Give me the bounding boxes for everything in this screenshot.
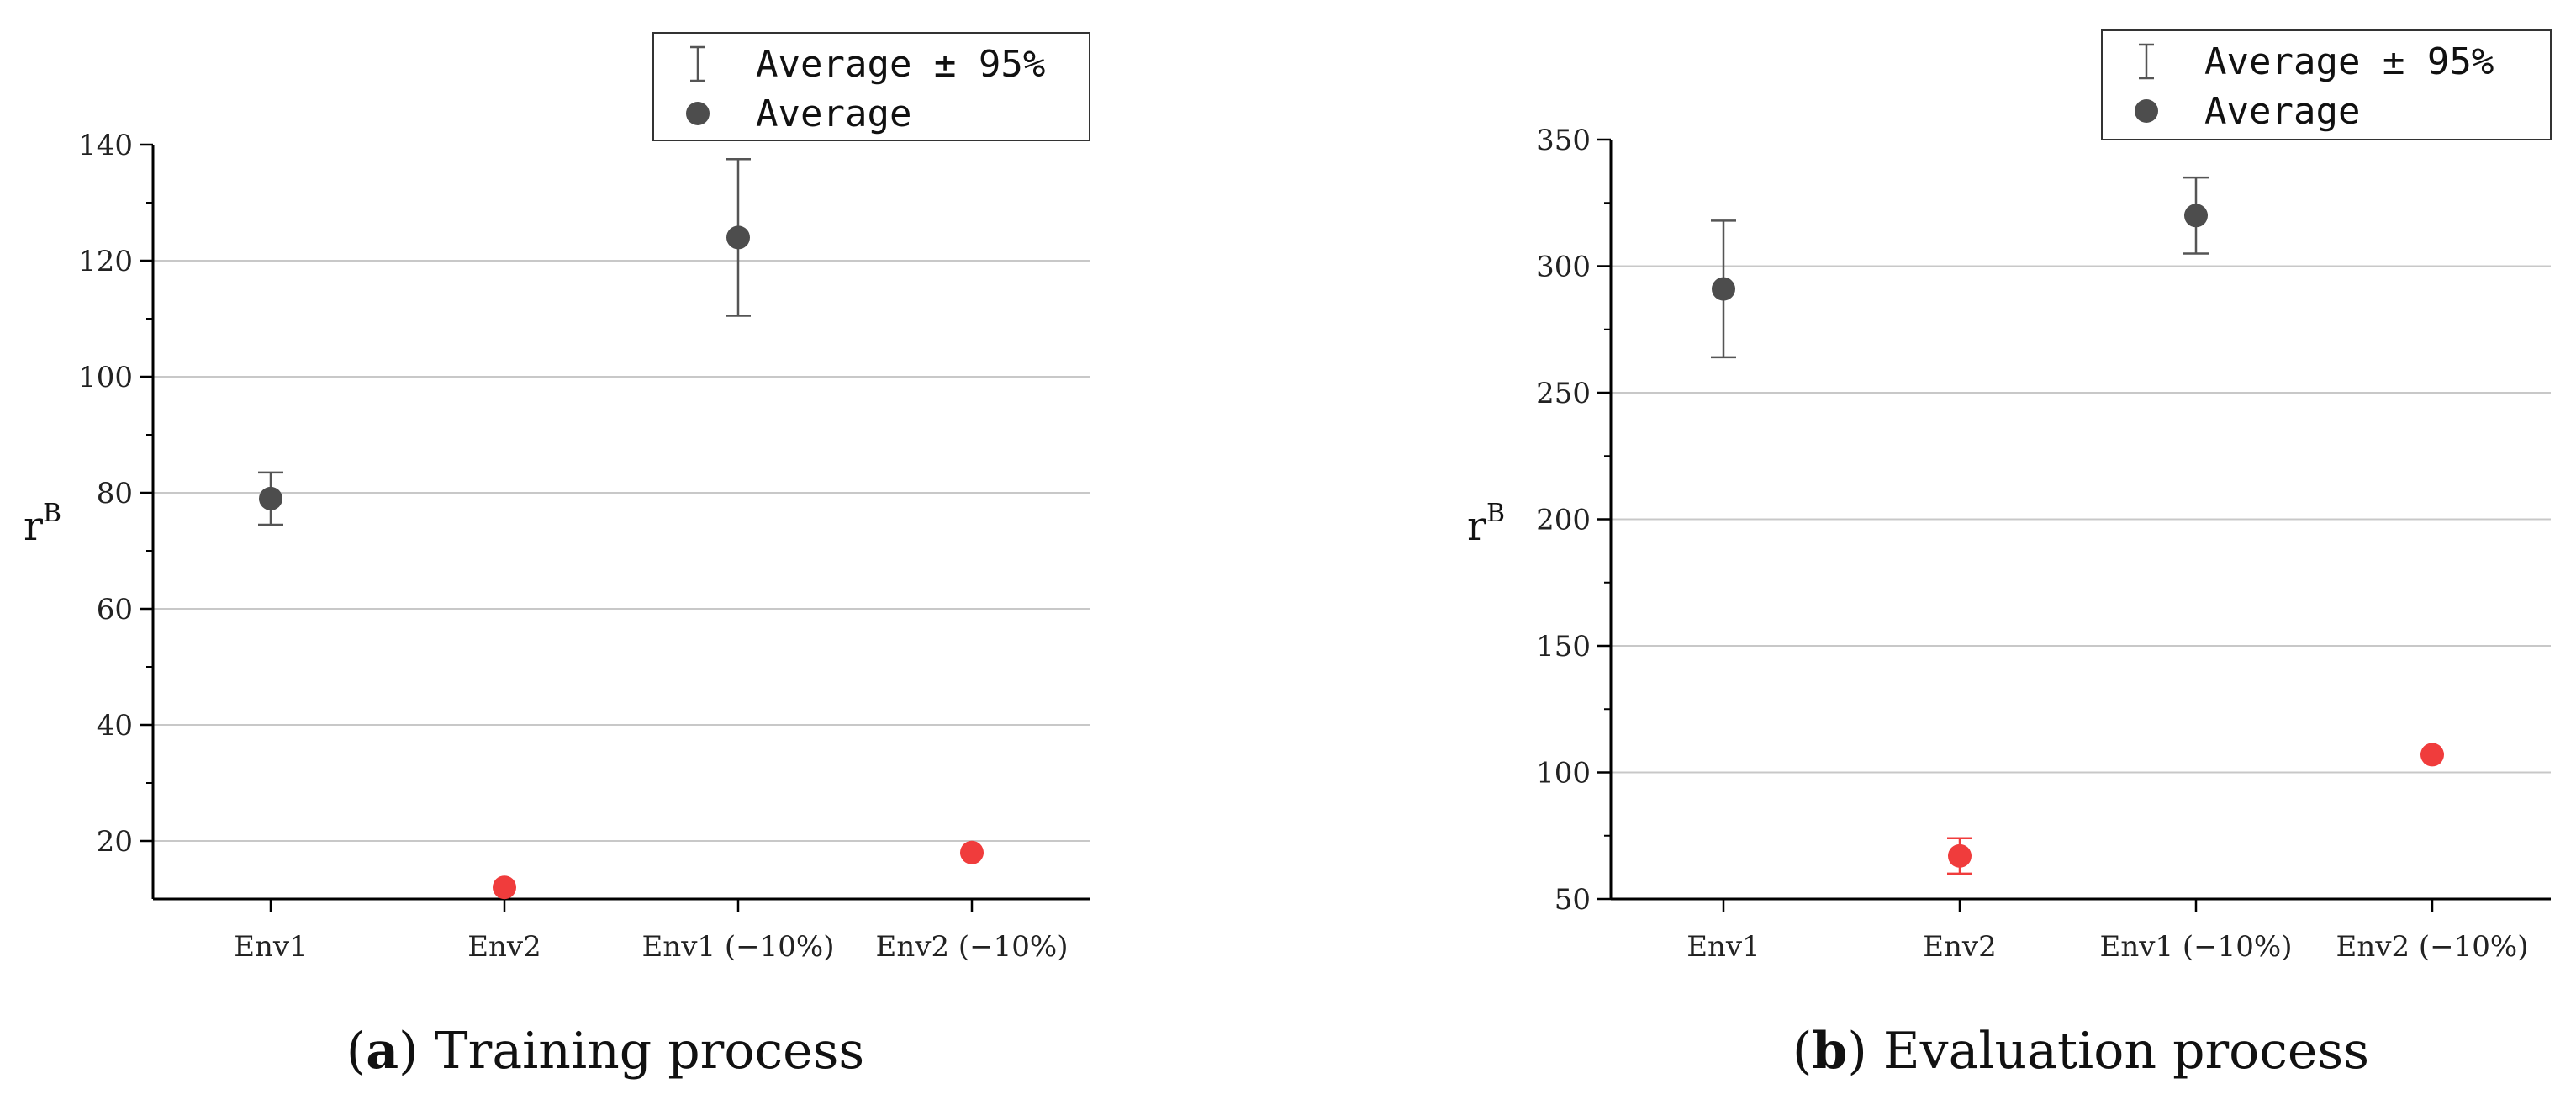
errorbar-icon xyxy=(2139,43,2154,80)
y-tick-label: 60 xyxy=(97,593,133,627)
chart-panel-a: 20 40 60 80 100 120 140 Env1 Env2 Env1 (−10%) Env2… xyxy=(24,32,1090,1081)
caption-open-paren: ( xyxy=(346,1022,366,1081)
x-tick-label: Env1 xyxy=(234,930,308,964)
y-axis-label: rB xyxy=(24,499,61,550)
data-point-b-4 xyxy=(2420,743,2444,767)
caption-close-paren: ) xyxy=(399,1022,418,1081)
y-tick-label: 40 xyxy=(97,709,133,743)
data-point-a-4 xyxy=(960,840,984,864)
y-tick-label: 100 xyxy=(1536,757,1591,790)
y-tick-label: 50 xyxy=(1555,883,1591,917)
legend: Average ± 95% Average xyxy=(2101,29,2552,140)
errorbar-icon xyxy=(690,45,705,82)
x-tick-label: Env1 (−10%) xyxy=(2100,930,2293,964)
y-axis-label-main: r xyxy=(24,503,43,550)
caption-text: Evaluation process xyxy=(1867,1022,2369,1081)
y-tick-label: 20 xyxy=(97,825,133,859)
panel-caption: (a) Training process xyxy=(346,1022,864,1081)
caption-open-paren: ( xyxy=(1792,1022,1812,1081)
y-tick-label: 250 xyxy=(1536,377,1591,410)
y-tick-label: 200 xyxy=(1536,504,1591,537)
legend-box xyxy=(2101,29,2552,140)
y-tick-label: 120 xyxy=(78,245,133,278)
x-tick-label: Env1 xyxy=(1687,930,1760,964)
filled-circle-icon xyxy=(2135,99,2158,123)
legend-box xyxy=(652,32,1090,141)
data-point-a-1 xyxy=(259,486,282,510)
legend-label-errorbar: Average ± 95% xyxy=(756,43,1045,86)
caption-label: a xyxy=(366,1022,399,1081)
data-point-b-3 xyxy=(2184,204,2208,228)
x-tick-label: Env2 xyxy=(1923,930,1997,964)
legend-label-average: Average xyxy=(756,93,911,135)
x-tick-label: Env2 (−10%) xyxy=(2336,930,2529,964)
y-tick-label: 300 xyxy=(1536,251,1591,284)
x-tick-label: Env1 (−10%) xyxy=(642,930,835,964)
y-tick-label: 80 xyxy=(97,477,133,510)
data-point-a-3 xyxy=(726,225,750,250)
legend-label-errorbar: Average ± 95% xyxy=(2204,40,2494,83)
data-point-b-1 xyxy=(1712,277,1735,301)
filled-circle-icon xyxy=(686,102,710,125)
y-tick-label: 100 xyxy=(78,361,133,394)
legend: Average ± 95% Average xyxy=(652,32,1090,141)
y-tick-label: 350 xyxy=(1536,124,1591,157)
legend-label-average: Average xyxy=(2204,90,2360,133)
y-axis-label: rB xyxy=(1467,499,1505,550)
x-tick-label: Env2 xyxy=(467,930,541,964)
y-axis-label-sup: B xyxy=(1486,499,1505,528)
data-point-a-2 xyxy=(493,875,516,900)
panel-caption: (b) Evaluation process xyxy=(1792,1022,2369,1081)
y-tick-label: 140 xyxy=(78,129,133,162)
caption-label: b xyxy=(1812,1022,1847,1081)
x-tick-label: Env2 (−10%) xyxy=(876,930,1069,964)
y-tick-label: 150 xyxy=(1536,630,1591,664)
y-axis-label-main: r xyxy=(1467,503,1486,550)
caption-close-paren: ) xyxy=(1847,1022,1866,1081)
caption-text: Training process xyxy=(419,1022,865,1081)
chart-panel-b: 50 100 150 200 250 300 350 Env1 Env2 Env1 (−10%) E… xyxy=(1467,29,2552,1081)
y-axis-label-sup: B xyxy=(43,499,61,528)
data-point-b-2 xyxy=(1948,843,1972,868)
